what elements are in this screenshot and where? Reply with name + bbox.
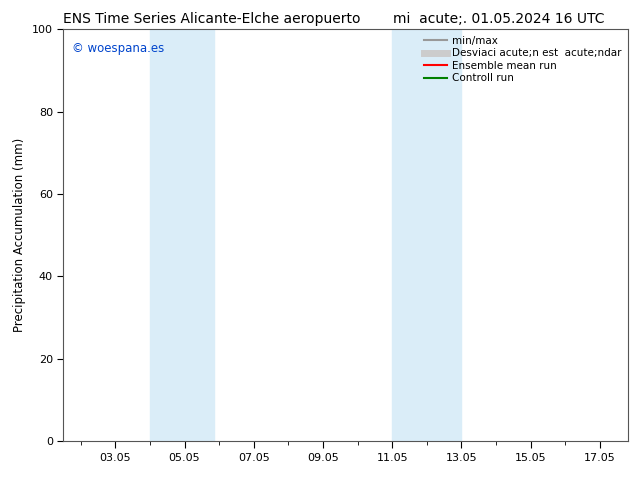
Text: ENS Time Series Alicante-Elche aeropuerto: ENS Time Series Alicante-Elche aeropuert… [63,12,361,26]
Y-axis label: Precipitation Accumulation (mm): Precipitation Accumulation (mm) [13,138,27,332]
Bar [392,29,462,441]
Text: © woespana.es: © woespana.es [72,42,164,55]
Bar [150,29,214,441]
Legend: min/max, Desviaci acute;n est  acute;ndar, Ensemble mean run, Controll run: min/max, Desviaci acute;n est acute;ndar… [420,31,626,88]
Text: mi  acute;. 01.05.2024 16 UTC: mi acute;. 01.05.2024 16 UTC [393,12,605,26]
